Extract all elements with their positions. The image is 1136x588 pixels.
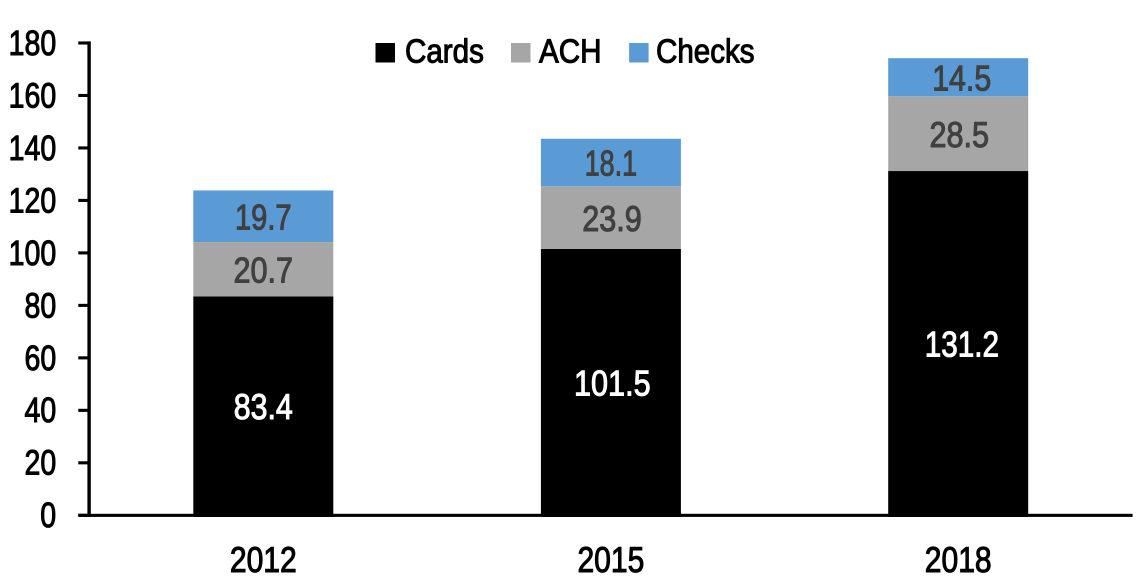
svg-text:0: 0 <box>40 496 56 535</box>
svg-text:14.5: 14.5 <box>932 57 991 98</box>
svg-text:28.5: 28.5 <box>930 114 990 155</box>
svg-text:Cards: Cards <box>405 34 484 71</box>
svg-text:40: 40 <box>25 391 57 430</box>
svg-text:20.7: 20.7 <box>234 250 294 291</box>
svg-text:120: 120 <box>9 181 57 220</box>
svg-text:140: 140 <box>9 129 57 168</box>
svg-text:Checks: Checks <box>656 34 755 71</box>
svg-text:20: 20 <box>25 444 57 483</box>
svg-text:2018: 2018 <box>925 539 992 580</box>
svg-text:23.9: 23.9 <box>582 198 642 239</box>
svg-text:160: 160 <box>9 76 57 115</box>
svg-text:18.1: 18.1 <box>585 143 637 184</box>
svg-text:2015: 2015 <box>577 539 644 580</box>
svg-text:101.5: 101.5 <box>574 362 651 403</box>
svg-text:131.2: 131.2 <box>925 323 999 364</box>
svg-text:80: 80 <box>25 286 57 325</box>
svg-text:ACH: ACH <box>539 34 602 71</box>
svg-text:2012: 2012 <box>230 539 297 580</box>
svg-text:100: 100 <box>9 234 57 273</box>
svg-text:180: 180 <box>9 24 57 63</box>
svg-text:60: 60 <box>25 339 57 378</box>
svg-text:83.4: 83.4 <box>234 386 293 427</box>
svg-text:19.7: 19.7 <box>235 197 292 238</box>
